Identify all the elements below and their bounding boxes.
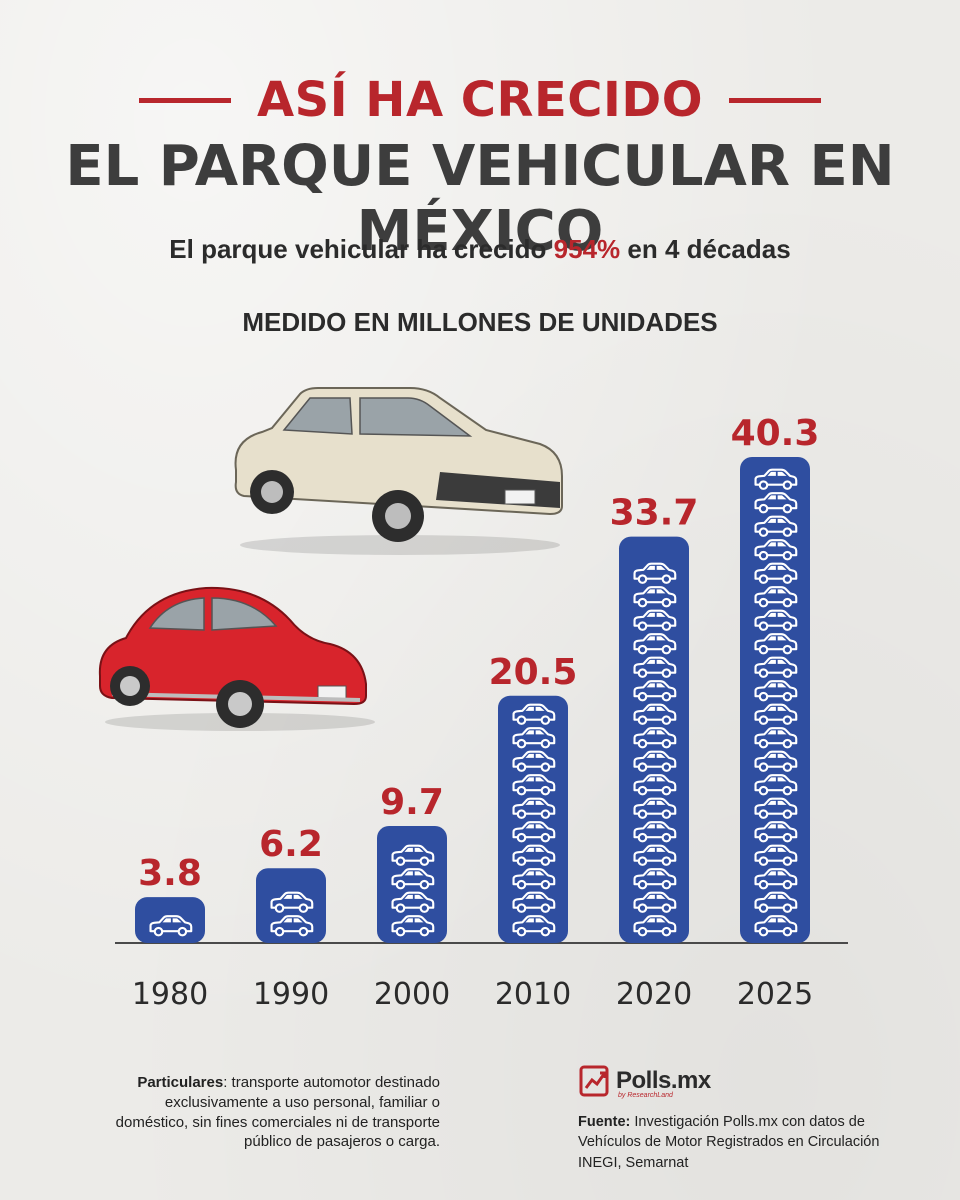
value-label-2025: 40.3 <box>731 413 820 454</box>
white-sedan-illustration <box>234 387 563 555</box>
logo-sub: by ResearchLand <box>618 1092 673 1099</box>
source-text: Investigación Polls.mx con datos de Vehí… <box>578 1114 880 1171</box>
logo-name: Polls.mx <box>616 1067 711 1094</box>
footnote-particulares: Particulares: transporte automotor desti… <box>100 1073 440 1152</box>
subtitle-after: en 4 décadas <box>620 234 791 264</box>
unit-label: MEDIDO EN MILLONES DE UNIDADES <box>242 307 718 337</box>
pollsmx-logo-icon <box>579 1065 609 1097</box>
subtitle: El parque vehicular ha crecido 954% en 4… <box>0 234 960 265</box>
value-label-1980: 3.8 <box>138 853 202 894</box>
value-label-2000: 9.7 <box>380 782 444 823</box>
source-term: Fuente: <box>578 1114 631 1130</box>
footnote-text: : transporte automotor destinado exclusi… <box>115 1074 440 1151</box>
x-tick-label-1990: 1990 <box>253 977 329 1012</box>
page-title: EL PARQUE VEHICULAR EN MÉXICO <box>65 134 895 264</box>
title-rule-left <box>138 97 231 103</box>
value-label-2010: 20.5 <box>489 652 578 693</box>
footnote-term: Particulares <box>137 1074 224 1091</box>
x-tick-label-2025: 2025 <box>737 977 813 1012</box>
pollsmx-logo: Polls.mx by ResearchLand <box>578 1064 711 1099</box>
bar-2020 <box>619 536 689 943</box>
subtitle-before: El parque vehicular ha crecido <box>169 234 554 264</box>
red-beetle-illustration <box>98 586 375 731</box>
subtitle-highlight: 954% <box>553 234 621 264</box>
title-rule-right <box>729 97 822 103</box>
x-tick-label-1980: 1980 <box>132 977 208 1012</box>
value-label-2020: 33.7 <box>610 493 699 534</box>
value-label-1990: 6.2 <box>259 824 323 865</box>
bars-group: 3.8 1980 6.2 1990 9.7 2000 20.5 2010 33.7 2020 40.… <box>132 413 820 1012</box>
title-top: ASÍ HA CRECIDO <box>0 72 960 128</box>
x-tick-label-2000: 2000 <box>374 977 450 1012</box>
x-tick-label-2020: 2020 <box>616 977 692 1012</box>
bar-chart: 3.8 1980 6.2 1990 9.7 2000 20.5 2010 33.7 2020 40.… <box>98 387 848 1012</box>
x-tick-label-2010: 2010 <box>495 977 571 1012</box>
source-note: Fuente: Investigación Polls.mx con datos… <box>578 1112 908 1173</box>
title-top-text: ASÍ HA CRECIDO <box>256 72 704 128</box>
